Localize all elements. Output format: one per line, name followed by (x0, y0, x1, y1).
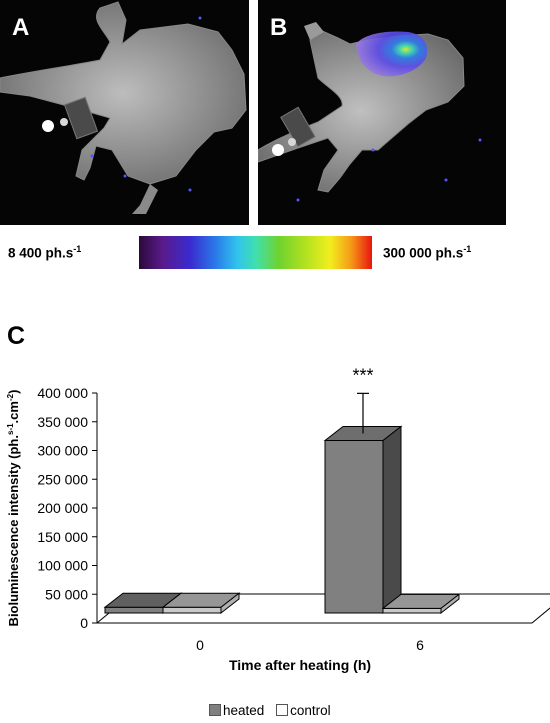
y-axis-label: Bioluminescence intensity (ph.s-1.cm-2) (6, 390, 21, 627)
y-tick-label: 250 000 (37, 471, 88, 487)
bar-front-heated-0 (104, 606, 164, 614)
legend-swatch-heated (209, 704, 221, 716)
y-tick-label: 0 (80, 615, 88, 631)
legend-item-heated: heated (209, 703, 264, 718)
x-axis-label: Time after heating (h) (229, 657, 371, 673)
y-tick-label: 50 000 (45, 586, 88, 602)
mouse-a-silhouette (0, 1, 247, 214)
x-tick-label: 0 (196, 637, 204, 653)
panel-a-label: A (12, 14, 30, 41)
bar-front-heated-6 (324, 440, 384, 614)
legend-swatch-control (276, 704, 289, 716)
y-tick-label: 100 000 (37, 558, 88, 574)
bar-front-control-6 (382, 607, 442, 614)
y-tick-label: 300 000 (37, 443, 88, 459)
bar-side-control-0 (220, 592, 240, 615)
colorbar-min-label: 8 400 ph.s-1 (8, 244, 82, 261)
chart-legend: heated control (209, 703, 339, 718)
colorbar-max-label: 300 000 ph.s-1 (383, 244, 472, 261)
y-tick-label: 350 000 (37, 414, 88, 430)
panel-c-label: C (7, 322, 26, 350)
significance-annotation: *** (352, 365, 373, 385)
y-tick-label: 200 000 (37, 500, 88, 516)
y-tick-label: 400 000 (37, 385, 88, 401)
x-tick-label: 6 (416, 637, 424, 653)
panel-b-label: B (270, 14, 288, 41)
legend-item-control: control (276, 703, 331, 718)
bar-front-control-0 (162, 606, 222, 614)
colorbar-gradient (139, 236, 372, 269)
panel-b-mouse-image: B (258, 0, 506, 225)
panel-a-mouse-image: A (0, 0, 249, 225)
bar-side-heated-6 (382, 425, 402, 615)
bar-side-control-6 (440, 593, 460, 615)
mouse-b-silhouette (258, 22, 482, 202)
y-tick-label: 150 000 (37, 529, 88, 545)
